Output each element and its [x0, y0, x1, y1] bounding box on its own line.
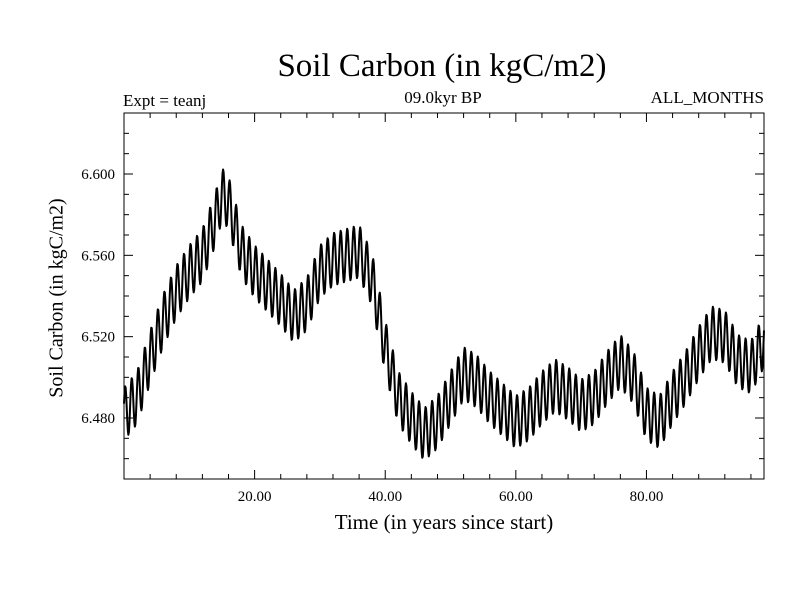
x-tick-label: 60.00: [499, 489, 533, 505]
x-tick-label: 80.00: [630, 489, 664, 505]
experiment-label: Expt = teanj: [123, 91, 207, 110]
y-tick-label: 6.560: [81, 248, 115, 264]
series-line: [123, 168, 765, 459]
y-tick-label: 6.600: [81, 167, 115, 183]
axis-ticks: [124, 112, 764, 479]
x-tick-label: 20.00: [238, 489, 272, 505]
period-label: 09.0kyr BP: [404, 88, 482, 107]
y-tick-label: 6.520: [81, 330, 115, 346]
x-axis-label: Time (in years since start): [334, 510, 554, 534]
axis-tick-labels: 20.00 40.00 60.00 80.00 6.480 6.520 6.560 6.600: [81, 167, 663, 505]
chart-title: Soil Carbon (in kgC/m2): [277, 48, 607, 84]
months-label: ALL_MONTHS: [650, 88, 764, 107]
x-tick-label: 40.00: [368, 489, 402, 505]
y-tick-label: 6.480: [81, 411, 115, 427]
